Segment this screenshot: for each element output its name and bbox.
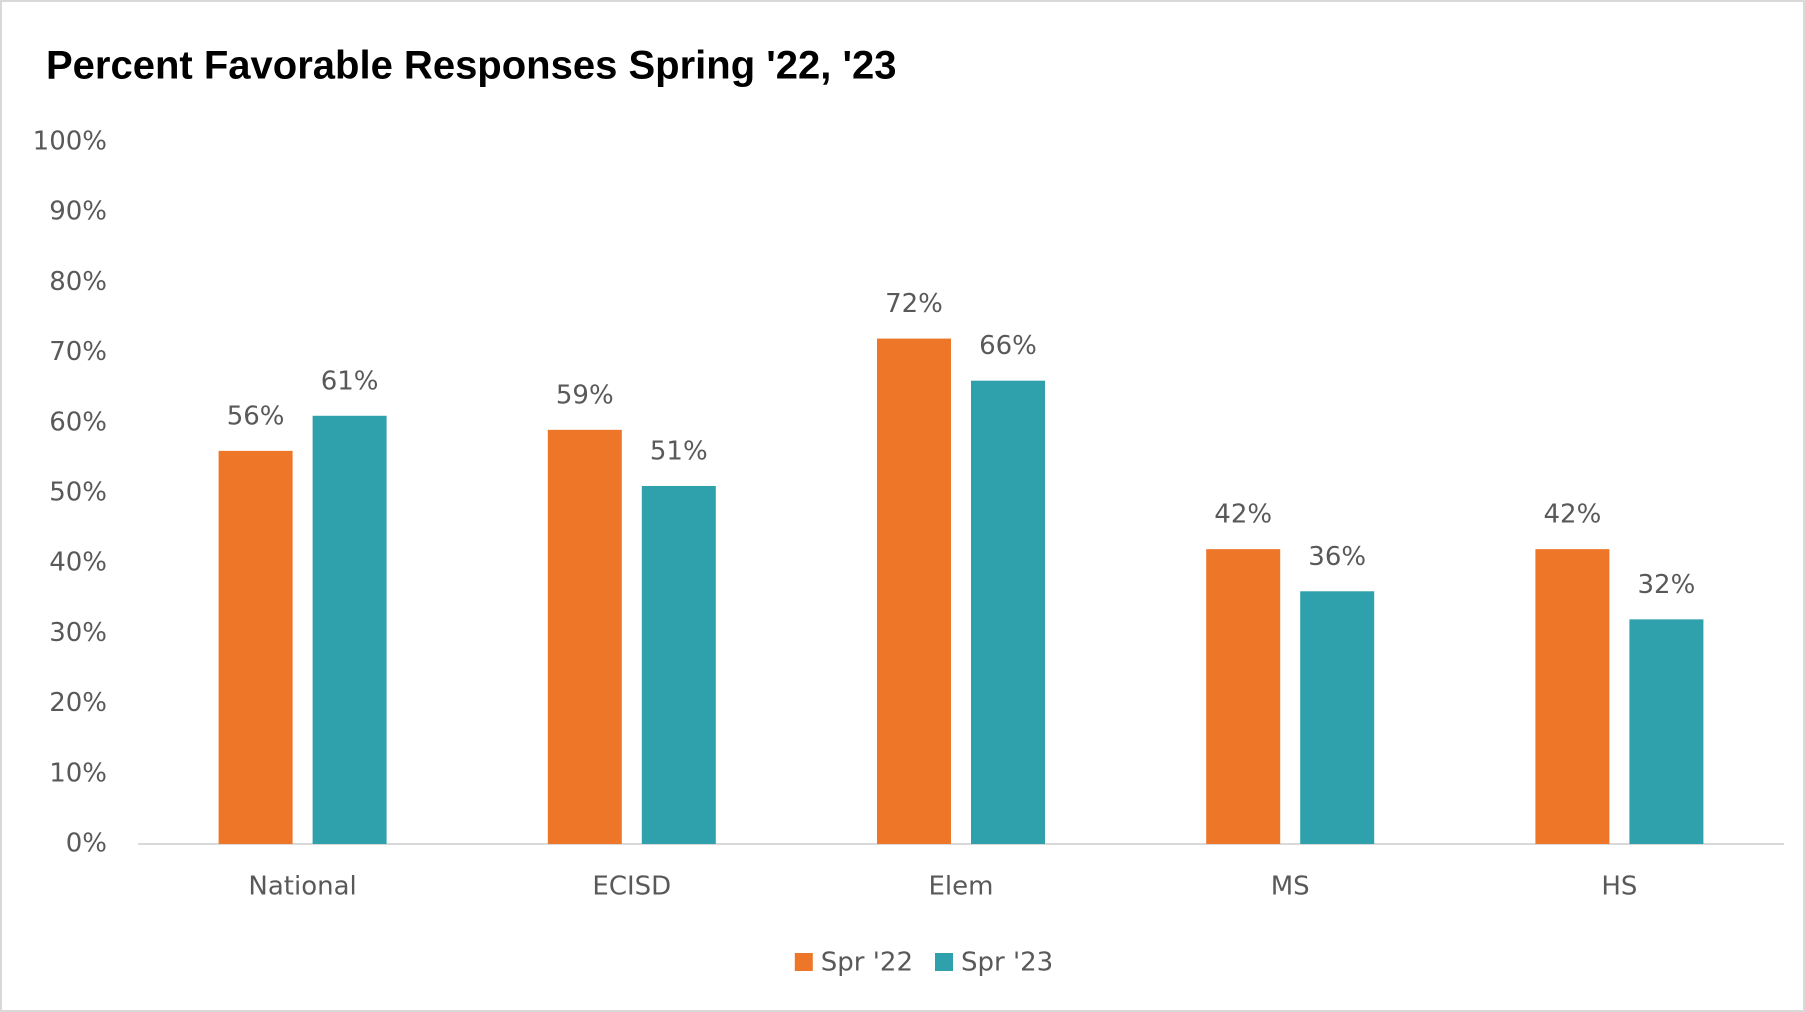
legend-swatch (935, 953, 953, 971)
bar (547, 429, 622, 844)
bar (1206, 549, 1281, 844)
y-tick-label: 70% (49, 337, 107, 367)
legend-label: Spr '23 (961, 948, 1053, 978)
bar (971, 380, 1045, 844)
data-label: 32% (1638, 570, 1696, 600)
y-tick-label: 40% (49, 548, 107, 578)
bar (1300, 591, 1375, 844)
y-tick-label: 20% (49, 688, 107, 718)
y-tick-label: 60% (49, 407, 107, 437)
bar (641, 485, 716, 844)
data-label: 36% (1308, 542, 1366, 572)
bar (1535, 549, 1610, 844)
y-tick-label: 30% (49, 618, 107, 648)
bar (312, 415, 387, 844)
legend-swatch (794, 953, 813, 971)
data-label: 42% (1214, 500, 1272, 530)
bar (218, 450, 293, 844)
x-tick-label: HS (1601, 872, 1637, 902)
legend-label: Spr '22 (821, 948, 913, 978)
y-tick-label: 50% (49, 478, 107, 508)
x-tick-label: ECISD (592, 872, 671, 902)
x-tick-label: MS (1271, 872, 1310, 902)
chart-title: Percent Favorable Responses Spring '22, … (46, 44, 896, 88)
data-label: 42% (1544, 500, 1602, 530)
data-label: 59% (556, 380, 614, 410)
data-label: 61% (321, 366, 379, 396)
bar (877, 338, 951, 844)
y-tick-label: 100% (33, 127, 107, 157)
y-tick-label: 10% (49, 758, 107, 788)
data-label: 72% (885, 289, 943, 319)
x-tick-label: Elem (929, 872, 994, 902)
x-tick-label: National (248, 872, 356, 902)
data-label: 51% (650, 436, 708, 466)
y-tick-label: 0% (66, 829, 107, 859)
y-tick-label: 90% (49, 197, 107, 227)
y-tick-label: 80% (49, 267, 107, 297)
data-label: 56% (227, 401, 285, 431)
data-label: 66% (979, 331, 1037, 361)
bar (1629, 619, 1704, 844)
